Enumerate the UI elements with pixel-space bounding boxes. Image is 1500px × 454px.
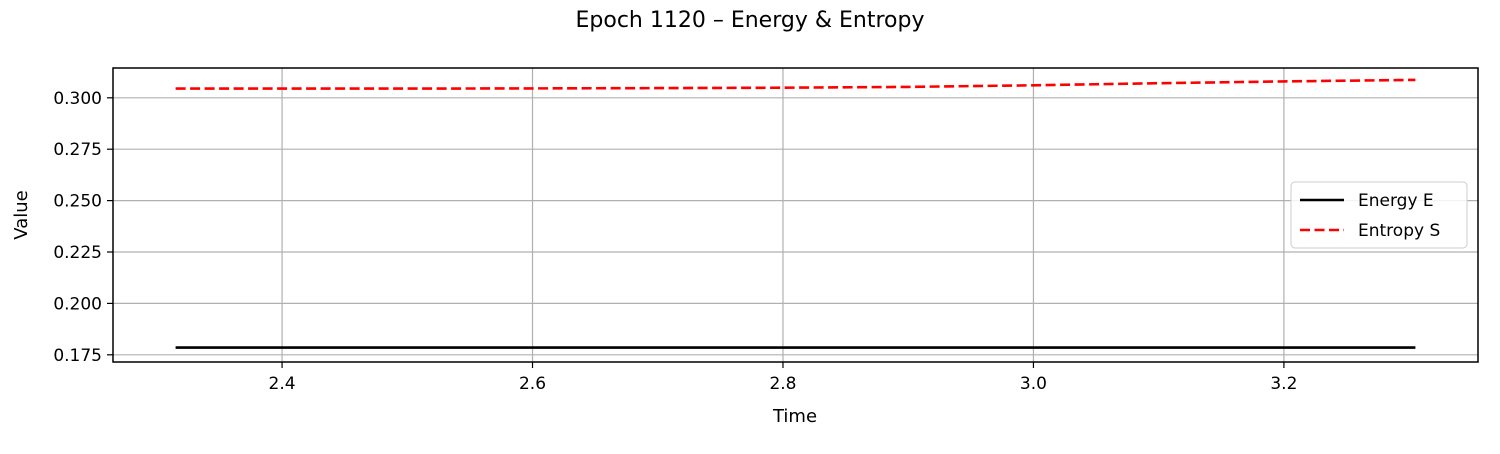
x-tick-label: 3.0 xyxy=(1020,374,1047,394)
ticks-layer: 2.4 2.6 2.8 3.0 3.2 0.175 0.200 0.225 0.250 0.275… xyxy=(53,89,1297,394)
y-tick-label: 0.300 xyxy=(53,89,102,109)
chart-title: Epoch 1120 – Energy & Entropy xyxy=(576,8,925,33)
y-axis-label: Value xyxy=(11,190,32,239)
x-tick-label: 2.4 xyxy=(269,374,296,394)
series-line-entropy xyxy=(175,78,1416,90)
legend: Energy E Entropy S xyxy=(1290,181,1468,249)
x-axis-label: Time xyxy=(772,406,817,427)
series-layer xyxy=(175,78,1416,349)
axes-frame xyxy=(112,67,1479,363)
x-tick-label: 2.8 xyxy=(769,374,796,394)
legend-label-energy: Energy E xyxy=(1358,191,1434,211)
grid-layer xyxy=(113,68,1478,362)
x-tick-label: 2.6 xyxy=(519,374,546,394)
legend-box xyxy=(1290,181,1468,249)
x-tick-label: 3.2 xyxy=(1270,374,1297,394)
y-tick-label: 0.250 xyxy=(53,192,102,212)
y-tick-label: 0.225 xyxy=(53,243,102,263)
legend-label-entropy: Entropy S xyxy=(1358,221,1440,241)
y-tick-label: 0.200 xyxy=(53,294,102,314)
y-tick-label: 0.175 xyxy=(53,346,102,366)
y-tick-label: 0.275 xyxy=(53,140,102,160)
